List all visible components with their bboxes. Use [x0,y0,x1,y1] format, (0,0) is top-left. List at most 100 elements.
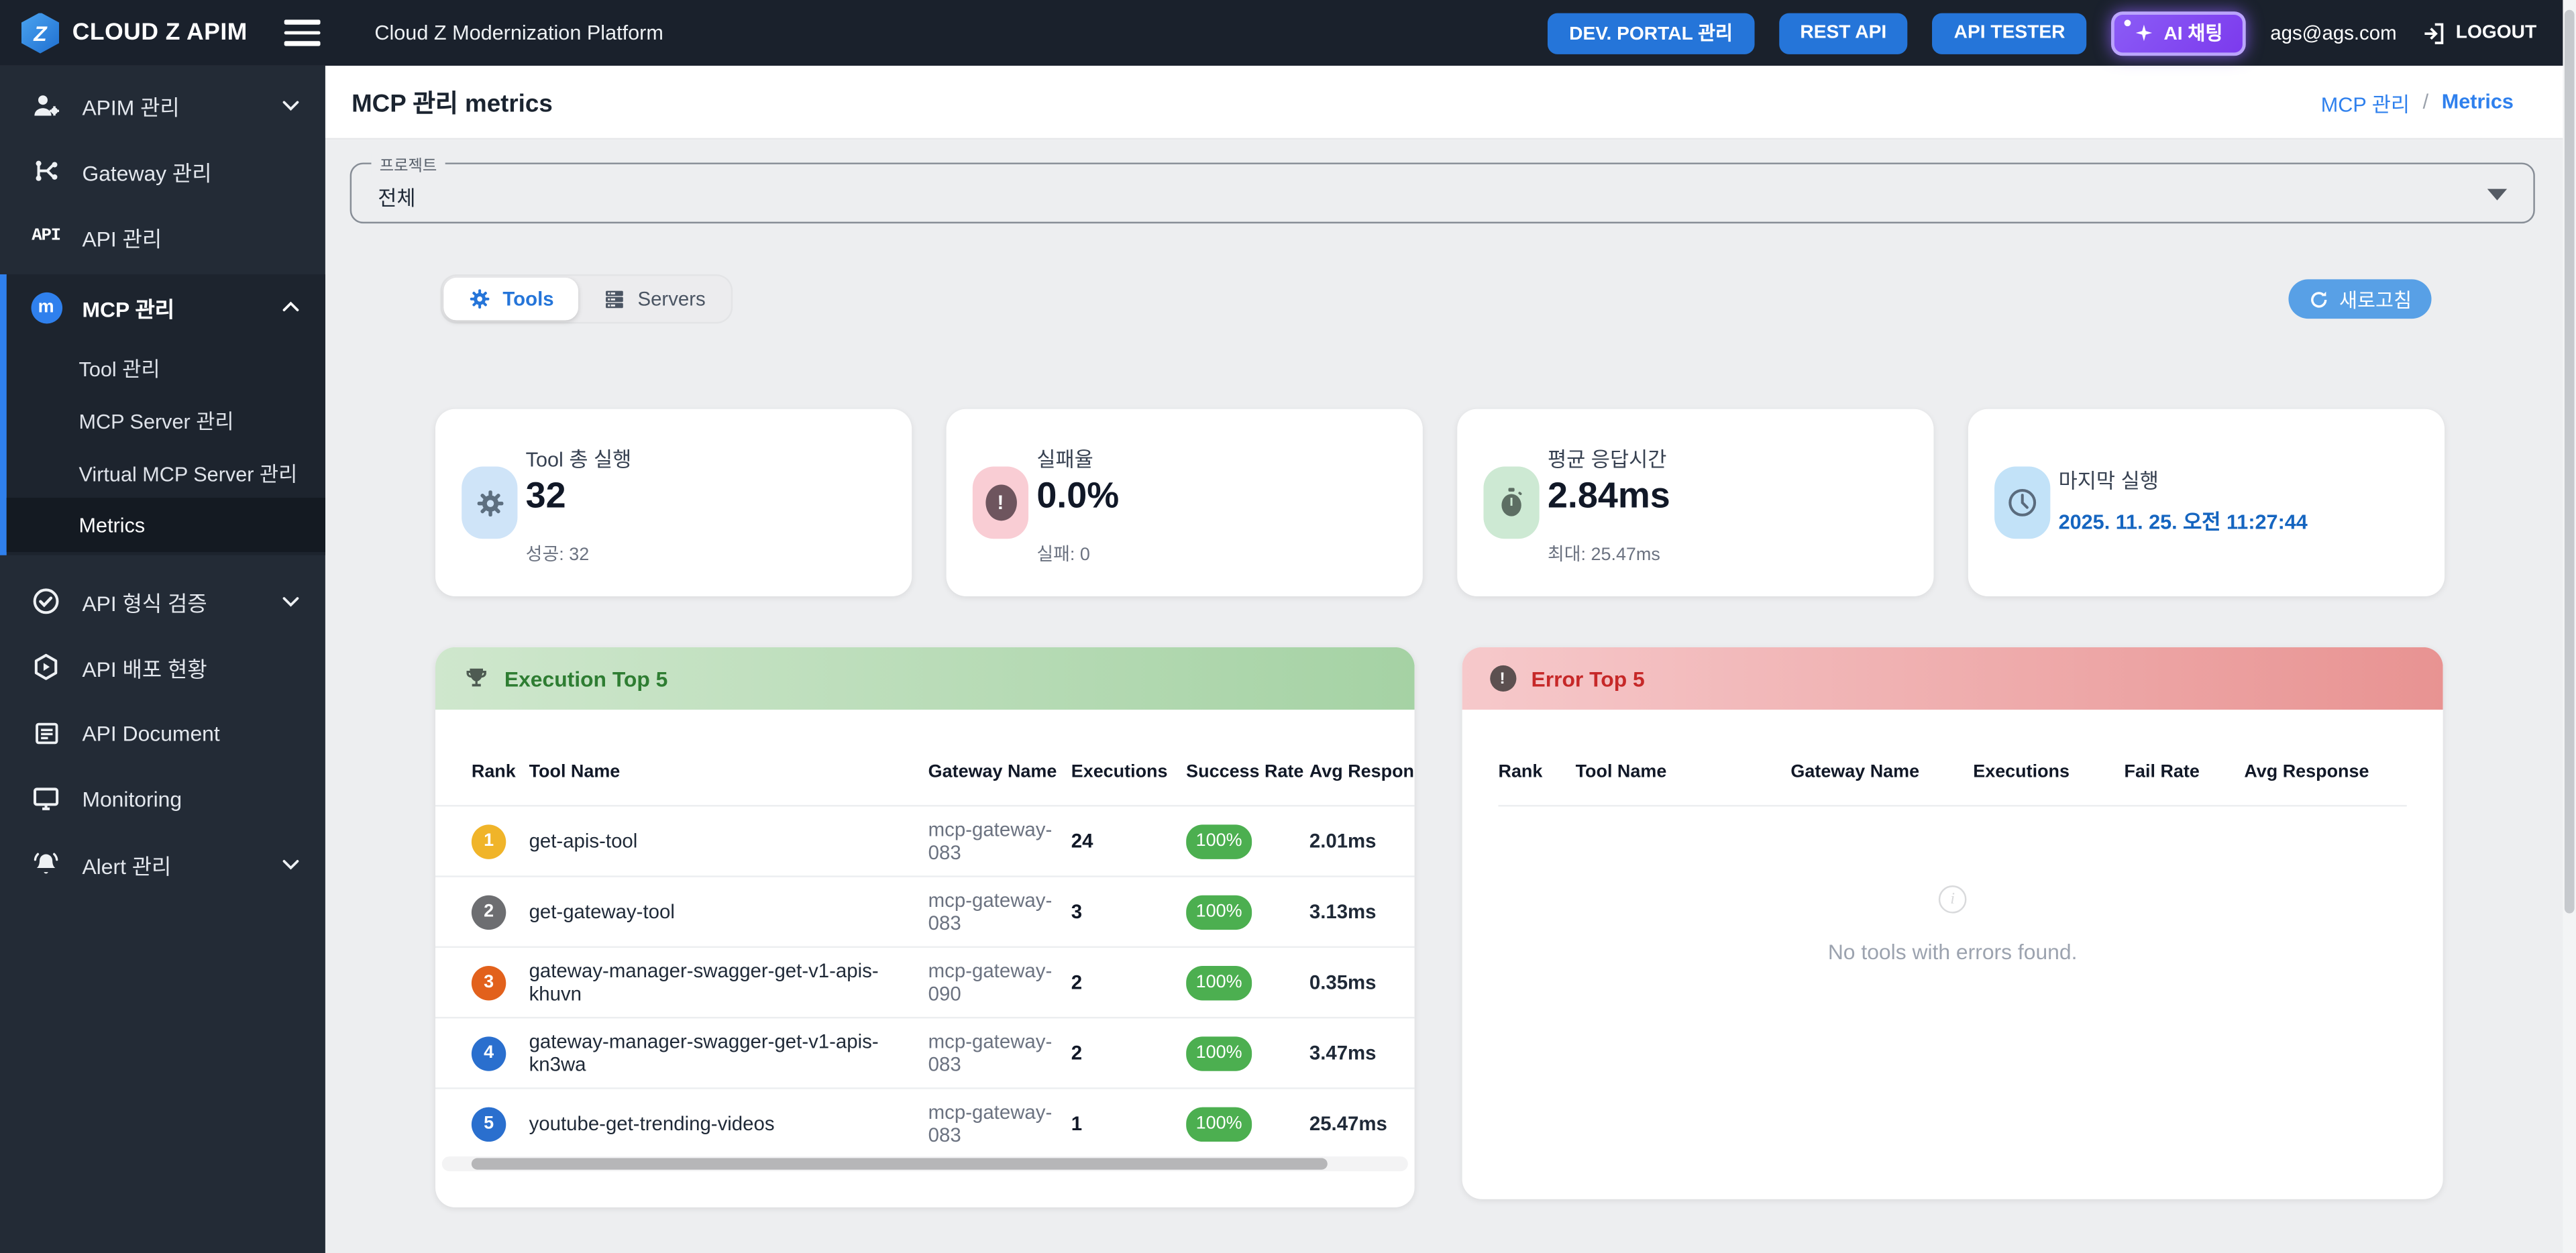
sidebar: APIM 관리 Gateway 관리 API API 관리 m MCP 관리 T… [0,65,325,1253]
stat-label: Tool 총 실행 [525,448,632,472]
servers-icon [606,290,624,309]
gateway-icon [30,154,62,187]
sidebar-item-api[interactable]: API API 관리 [0,204,325,270]
api-tester-button[interactable]: API TESTER [1932,12,2087,54]
topbar: Z CLOUD Z APIM Cloud Z Modernization Pla… [0,0,2563,66]
ai-dot [2124,19,2131,25]
person-gear-icon [30,89,62,121]
hamburger-menu-icon[interactable] [284,19,321,46]
check-circle-icon [30,585,62,618]
ai-chat-button[interactable]: AI 채팅 [2111,10,2246,56]
success-rate-badge: 100% [1186,894,1252,929]
horizontal-scrollbar-thumb[interactable] [471,1158,1328,1170]
rank-badge: 5 [471,1106,506,1141]
tab-servers[interactable]: Servers [578,278,730,321]
breadcrumb-parent[interactable]: MCP 관리 [2320,93,2410,116]
sidebar-item-apim[interactable]: APIM 관리 [0,72,325,138]
gear-icon [462,466,518,539]
rest-api-button[interactable]: REST API [1778,12,1909,54]
stat-card-fail-rate: ! 실패율 0.0% 실패: 0 [946,408,1423,596]
sidebar-item-alert[interactable]: Alert 관리 [0,831,325,897]
success-rate-badge: 100% [1186,1106,1252,1141]
project-select[interactable]: 프로젝트 전체 [350,152,2535,224]
success-rate-badge: 100% [1186,965,1252,1000]
stat-sub: 최대: 25.47ms [1547,545,1660,565]
brand-title: CLOUD Z APIM [72,19,248,46]
sidebar-item-gateway[interactable]: Gateway 관리 [0,138,325,204]
refresh-icon [2310,290,2327,307]
stat-sub: 실패: 0 [1036,545,1090,565]
brand-logo[interactable]: Z CLOUD Z APIM [0,12,304,54]
page-header: MCP 관리 metrics MCP 관리 / Metrics [325,65,2563,140]
main-content: 프로젝트 전체 Tools Servers 새로고침 Tool 총 실 [325,140,2563,1253]
view-tabs: Tools Servers [440,274,734,324]
stopwatch-icon [1483,466,1540,539]
sidebar-item-api-document[interactable]: API Document [0,700,325,765]
error-icon: ! [1489,665,1517,693]
empty-state: i No tools with errors found. [1462,885,2443,965]
table-row[interactable]: 3 gateway-manager-swagger-get-v1-apis-kh… [435,946,1415,1017]
stat-label: 실패율 [1036,448,1093,472]
stat-value: 32 [525,474,566,516]
clock-icon [1994,466,2051,539]
sidebar-item-mcp[interactable]: m MCP 관리 [7,274,325,340]
stat-sub: 성공: 32 [525,545,590,565]
dropdown-caret-icon [2487,188,2508,201]
document-icon [30,716,62,749]
execution-top5-card: Execution Top 5 Rank Tool Name Gateway N… [435,647,1415,1208]
topbar-actions: DEV. PORTAL 관리 REST API API TESTER AI 채팅… [1548,10,2563,56]
horizontal-scrollbar[interactable] [441,1156,1408,1172]
sidebar-item-metrics[interactable]: Metrics [6,498,325,552]
chevron-down-icon [282,597,299,607]
execution-top5-header: Execution Top 5 [435,647,1415,710]
table-header-row: Rank Tool Name Gateway Name Executions S… [471,762,1415,782]
empty-message: No tools with errors found. [1827,939,2078,965]
sidebar-item-virtual-mcp-server-mgmt[interactable]: Virtual MCP Server 관리 [78,462,298,486]
table-row[interactable]: 5 youtube-get-trending-videos mcp-gatewa… [435,1087,1415,1158]
table-header-row: Rank Tool Name Gateway Name Executions F… [1498,762,2369,782]
logout-icon [2424,22,2443,44]
dev-portal-button[interactable]: DEV. PORTAL 관리 [1548,12,1754,54]
refresh-button[interactable]: 새로고침 [2288,279,2432,319]
stat-card-last-execution: 마지막 실행 2025. 11. 25. 오전 11:27:44 [1968,408,2445,596]
project-select-label: 프로젝트 [371,152,445,176]
sparkle-icon [2135,24,2153,42]
page-title: MCP 관리 metrics [352,89,553,118]
monitor-icon [30,782,62,815]
sidebar-group-mcp: m MCP 관리 Tool 관리 MCP Server 관리 Virtual M… [0,274,325,555]
rank-badge: 2 [471,894,506,929]
deploy-hexagon-icon [30,651,62,684]
rank-badge: 1 [471,824,506,859]
project-select-value: 전체 [378,187,416,211]
tab-tools[interactable]: Tools [443,277,579,321]
execution-top5-table: Rank Tool Name Gateway Name Executions S… [435,710,1415,1158]
sidebar-item-api-deploy[interactable]: API 배포 현황 [0,634,325,700]
table-row[interactable]: 4 gateway-manager-swagger-get-v1-apis-kn… [435,1016,1415,1087]
rank-badge: 3 [471,965,506,1000]
error-icon: ! [972,466,1029,539]
vertical-scrollbar[interactable] [2563,0,2576,1253]
sidebar-item-api-validation[interactable]: API 형식 검증 [0,568,325,634]
breadcrumb-current[interactable]: Metrics [2441,90,2514,113]
table-row[interactable]: 2 get-gateway-tool mcp-gateway-083 3 100… [435,875,1415,946]
stat-label: 마지막 실행 [2058,470,2159,493]
vertical-scrollbar-thumb[interactable] [2564,9,2575,914]
sidebar-item-monitoring[interactable]: Monitoring [0,765,325,831]
trophy-icon [462,665,490,693]
rank-badge: 4 [471,1036,506,1071]
table-row[interactable]: 1 get-apis-tool mcp-gateway-083 24 100% … [435,805,1415,875]
success-rate-badge: 100% [1186,1036,1252,1071]
error-top5-table: Rank Tool Name Gateway Name Executions F… [1462,710,2443,965]
error-top5-card: ! Error Top 5 Rank Tool Name Gateway Nam… [1462,647,2443,1199]
chevron-down-icon [282,101,299,111]
mcp-icon: m [30,290,62,323]
stat-value: 0.0% [1036,474,1120,516]
chevron-down-icon [282,860,299,870]
sidebar-item-tool-mgmt[interactable]: Tool 관리 [78,357,160,380]
sidebar-item-mcp-server-mgmt[interactable]: MCP Server 관리 [78,410,234,433]
platform-title: Cloud Z Modernization Platform [374,21,663,45]
info-icon: i [1938,885,1967,914]
logout-button[interactable]: LOGOUT [2421,21,2536,46]
stat-card-total-executions: Tool 총 실행 32 성공: 32 [435,408,912,596]
